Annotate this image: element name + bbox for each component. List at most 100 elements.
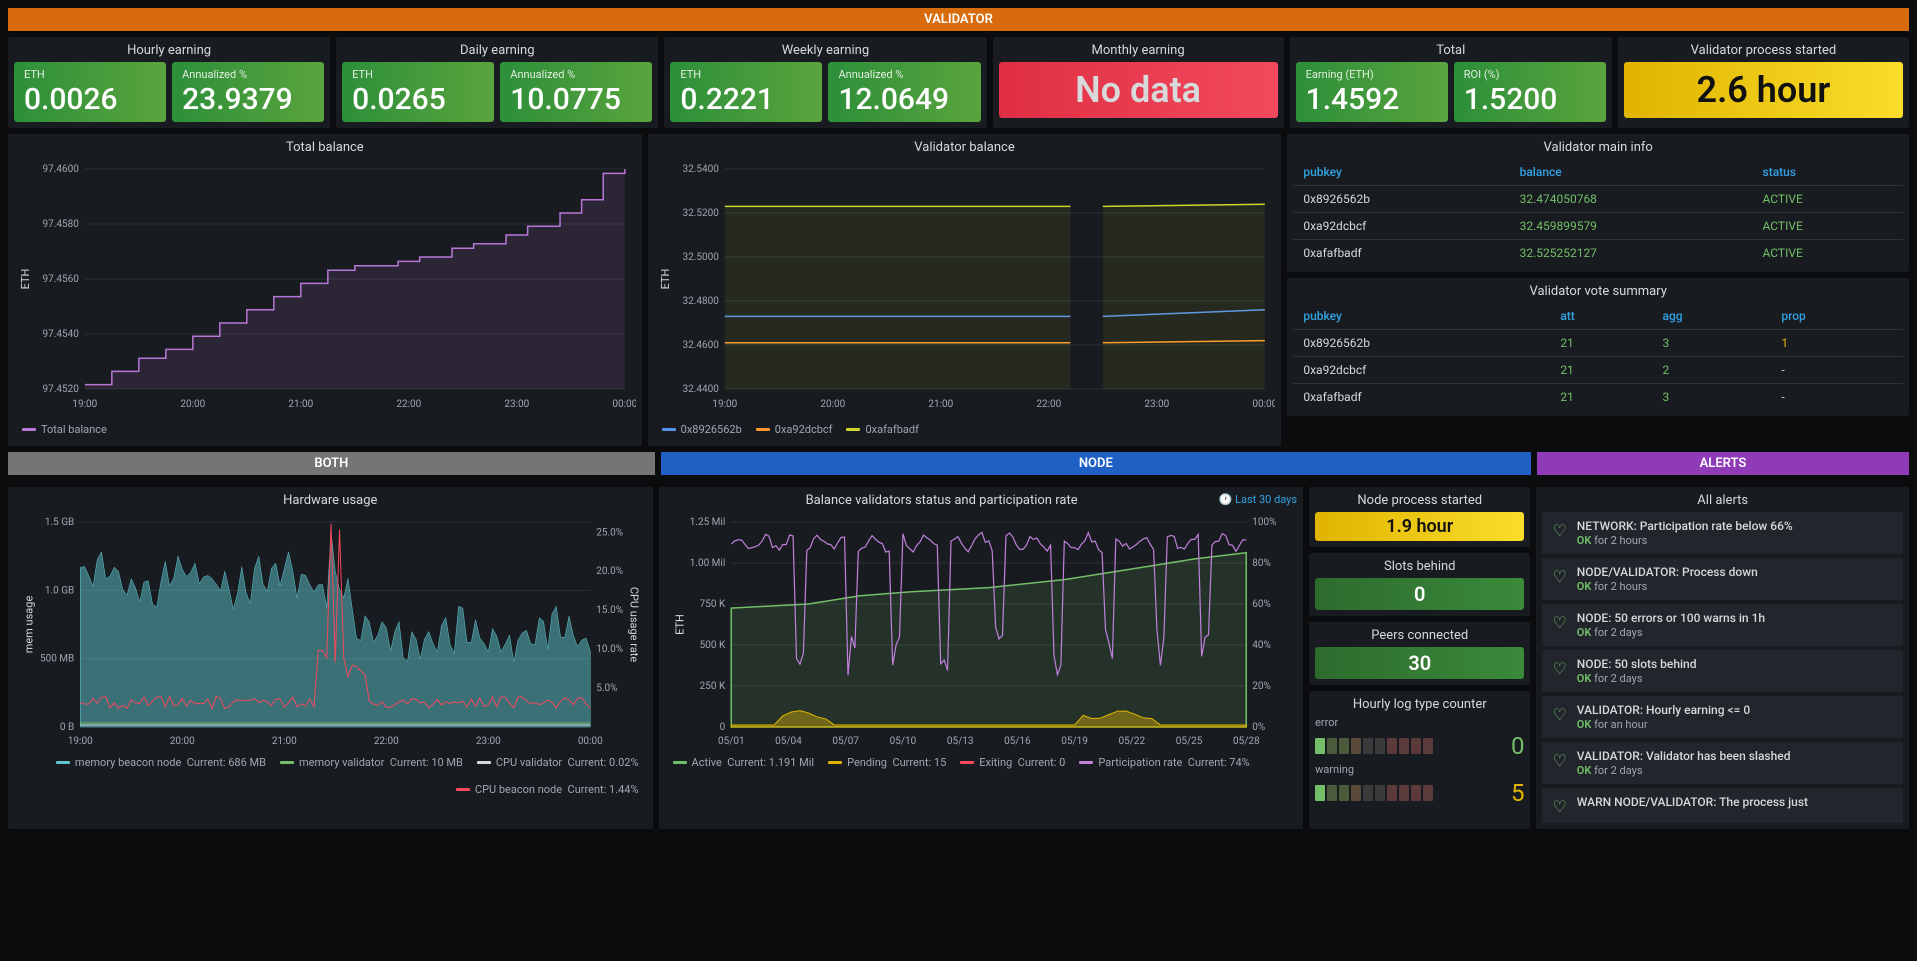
col-pubkey[interactable]: pubkey xyxy=(1293,159,1509,186)
participation-chart[interactable]: 0250 K500 K750 K1.00 Mil1.25 Mil0%20%40%… xyxy=(665,512,1298,752)
svg-text:20:00: 20:00 xyxy=(170,736,195,747)
svg-text:500 MB: 500 MB xyxy=(40,654,74,665)
heart-icon: ♡ xyxy=(1552,613,1566,632)
svg-text:20.0%: 20.0% xyxy=(596,566,623,577)
legend-CPU-beacon-node[interactable]: CPU beacon node Current: 1.44% xyxy=(456,783,639,796)
alerts-panel: All alerts ♡ NETWORK: Participation rate… xyxy=(1536,487,1909,829)
legend-Active[interactable]: Active Current: 1.191 Mil xyxy=(673,756,815,769)
svg-text:22:00: 22:00 xyxy=(1036,399,1061,410)
col-pubkey[interactable]: pubkey xyxy=(1293,303,1550,330)
table-row[interactable]: 0x8926562b32.474050768ACTIVE xyxy=(1293,186,1903,213)
svg-text:19:00: 19:00 xyxy=(712,399,737,410)
table-row[interactable]: 0xa92dcbcf32.459899579ACTIVE xyxy=(1293,213,1903,240)
svg-text:ETH: ETH xyxy=(19,269,32,290)
svg-text:32.4800: 32.4800 xyxy=(682,296,719,307)
legend-Participation-rate[interactable]: Participation rate Current: 74% xyxy=(1079,756,1249,769)
svg-text:32.5200: 32.5200 xyxy=(682,208,719,219)
validator-balance-chart[interactable]: 32.440032.460032.480032.500032.520032.54… xyxy=(654,159,1276,419)
weekly-eth: ETH 0.2221 xyxy=(670,62,822,122)
svg-text:0%: 0% xyxy=(1252,722,1265,733)
hourly-title: Hourly earning xyxy=(14,43,324,58)
col-status[interactable]: status xyxy=(1753,159,1903,186)
hourly-ann: Annualized % 23.9379 xyxy=(172,62,324,122)
hardware-usage-panel: Hardware usage 0 B500 MB1.0 GB1.5 GB5.0%… xyxy=(8,487,653,829)
slots-behind-panel: Slots behind 0 xyxy=(1309,553,1530,616)
svg-text:15.0%: 15.0% xyxy=(596,605,623,616)
svg-text:80%: 80% xyxy=(1252,558,1271,569)
weekly-ann: Annualized % 12.0649 xyxy=(828,62,980,122)
table-row[interactable]: 0xafafbadf213- xyxy=(1293,384,1903,411)
both-section-header: BOTH xyxy=(8,452,655,475)
col-balance[interactable]: balance xyxy=(1510,159,1753,186)
svg-text:ETH: ETH xyxy=(673,614,686,635)
daily-title: Daily earning xyxy=(342,43,652,58)
col-att[interactable]: att xyxy=(1550,303,1652,330)
legend-0x8926562b[interactable]: 0x8926562b xyxy=(662,423,742,436)
svg-text:5.0%: 5.0% xyxy=(596,683,617,694)
legend-0xa92dcbcf[interactable]: 0xa92dcbcf xyxy=(756,423,833,436)
validator-balance-panel: Validator balance 32.440032.460032.48003… xyxy=(648,134,1282,446)
svg-text:22:00: 22:00 xyxy=(374,736,399,747)
table-row[interactable]: 0x8926562b2131 xyxy=(1293,330,1903,357)
node-started-panel: Node process started 1.9 hour xyxy=(1309,487,1530,547)
alert-item[interactable]: ♡ NETWORK: Participation rate below 66% … xyxy=(1542,512,1903,554)
alert-item[interactable]: ♡ NODE/VALIDATOR: Process down OK for 2 … xyxy=(1542,558,1903,600)
started-title: Validator process started xyxy=(1624,43,1903,58)
svg-text:32.5000: 32.5000 xyxy=(682,252,719,263)
hardware-chart[interactable]: 0 B500 MB1.0 GB1.5 GB5.0%10.0%15.0%20.0%… xyxy=(14,512,647,752)
legend-Pending[interactable]: Pending Current: 15 xyxy=(828,756,946,769)
counter-cell xyxy=(1363,738,1373,754)
time-range-hint[interactable]: 🕐 Last 30 days xyxy=(1219,493,1297,506)
counter-cell xyxy=(1411,785,1421,801)
counter-cell xyxy=(1387,785,1397,801)
svg-text:05/19: 05/19 xyxy=(1061,736,1088,747)
vote-summary-table: pubkeyattaggprop 0x8926562b21310xa92dcbc… xyxy=(1293,303,1903,410)
svg-text:60%: 60% xyxy=(1252,599,1271,610)
alert-item[interactable]: ♡ WARN NODE/VALIDATOR: The process just xyxy=(1542,788,1903,823)
col-agg[interactable]: agg xyxy=(1653,303,1772,330)
validator-main-info-panel: Validator main info pubkeybalancestatus … xyxy=(1287,134,1909,272)
svg-text:23:00: 23:00 xyxy=(1144,399,1169,410)
total-panel: Total Earning (ETH) 1.4592 ROI (%) 1.520… xyxy=(1290,37,1612,128)
heart-icon: ♡ xyxy=(1552,751,1566,770)
legend-CPU-validator[interactable]: CPU validator Current: 0.02% xyxy=(477,756,639,769)
daily-earning-panel: Daily earning ETH 0.0265 Annualized % 10… xyxy=(336,37,658,128)
legend-Exiting[interactable]: Exiting Current: 0 xyxy=(960,756,1065,769)
table-row[interactable]: 0xafafbadf32.525252127ACTIVE xyxy=(1293,240,1903,267)
node-section-header: NODE xyxy=(661,452,1531,475)
alert-item[interactable]: ♡ NODE: 50 slots behind OK for 2 days xyxy=(1542,650,1903,692)
svg-text:32.5400: 32.5400 xyxy=(682,164,719,175)
svg-text:32.4600: 32.4600 xyxy=(682,340,719,351)
legend-0xafafbadf[interactable]: 0xafafbadf xyxy=(846,423,918,436)
svg-text:97.4580: 97.4580 xyxy=(42,219,79,230)
heart-icon: ♡ xyxy=(1552,521,1566,540)
col-prop[interactable]: prop xyxy=(1771,303,1903,330)
svg-text:05/01: 05/01 xyxy=(717,736,744,747)
svg-text:05/04: 05/04 xyxy=(775,736,802,747)
validator-section-header: VALIDATOR xyxy=(8,8,1909,31)
alert-item[interactable]: ♡ NODE: 50 errors or 100 warns in 1h OK … xyxy=(1542,604,1903,646)
alerts-section-header: ALERTS xyxy=(1537,452,1909,475)
svg-text:25.0%: 25.0% xyxy=(596,527,623,538)
total-balance-panel: Total balance 97.452097.454097.456097.45… xyxy=(8,134,642,446)
svg-text:05/10: 05/10 xyxy=(889,736,916,747)
total-roi: ROI (%) 1.5200 xyxy=(1454,62,1606,122)
alert-item[interactable]: ♡ VALIDATOR: Validator has been slashed … xyxy=(1542,742,1903,784)
svg-text:97.4520: 97.4520 xyxy=(42,384,79,395)
table-row[interactable]: 0xa92dcbcf212- xyxy=(1293,357,1903,384)
alert-item[interactable]: ♡ VALIDATOR: Hourly earning <= 0 OK for … xyxy=(1542,696,1903,738)
legend-memory-validator[interactable]: memory validator Current: 10 MB xyxy=(280,756,463,769)
legend-memory-beacon-node[interactable]: memory beacon node Current: 686 MB xyxy=(56,756,266,769)
svg-text:20:00: 20:00 xyxy=(820,399,845,410)
counter-cell xyxy=(1327,738,1337,754)
total-balance-chart[interactable]: 97.452097.454097.456097.458097.460019:00… xyxy=(14,159,636,419)
svg-text:ETH: ETH xyxy=(659,269,672,290)
svg-text:19:00: 19:00 xyxy=(68,736,93,747)
svg-text:1.25 Mil: 1.25 Mil xyxy=(689,517,725,528)
legend-total-balance[interactable]: Total balance xyxy=(22,423,107,436)
svg-text:20:00: 20:00 xyxy=(180,399,205,410)
heart-icon: ♡ xyxy=(1552,659,1566,678)
svg-text:750 K: 750 K xyxy=(699,599,725,610)
counter-cell xyxy=(1387,738,1397,754)
counter-cell xyxy=(1375,738,1385,754)
